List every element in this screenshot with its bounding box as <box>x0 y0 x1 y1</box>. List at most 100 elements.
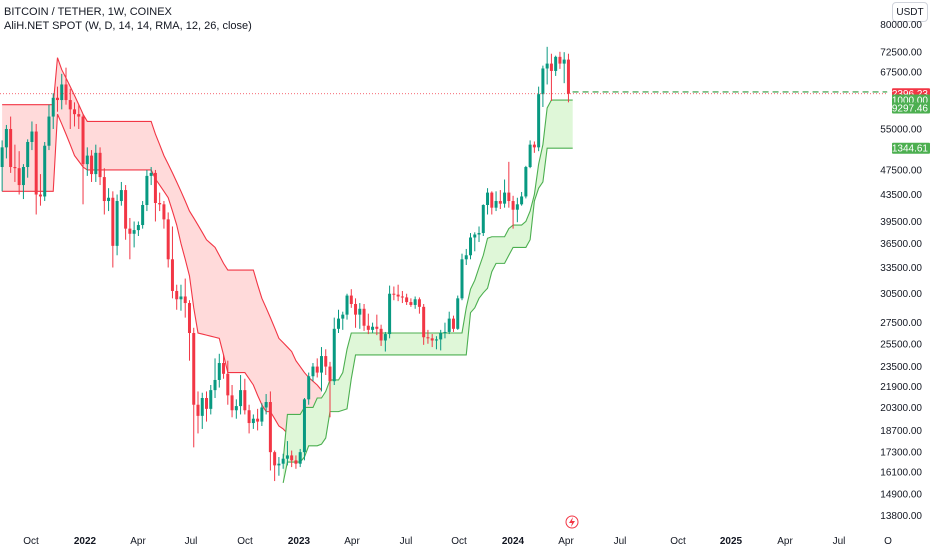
candle-body <box>345 295 349 315</box>
candle-body <box>192 333 196 405</box>
bands-layer <box>2 57 573 483</box>
time-axis[interactable]: Oct 2022 Apr Jul Oct 2023 Apr Jul Oct 2024 Apr Jul O… <box>23 536 892 547</box>
candle-body <box>358 308 362 315</box>
candle-body <box>256 418 260 422</box>
candle-body <box>498 201 502 204</box>
candle-body <box>307 376 311 400</box>
candle-body <box>434 339 438 341</box>
candle-body <box>426 337 430 339</box>
candle-body <box>486 192 490 205</box>
candle-body <box>473 234 477 238</box>
candle-body <box>124 190 128 229</box>
candle-body <box>111 197 115 246</box>
candle-body <box>392 293 396 295</box>
price-tick-label: 39500.00 <box>880 217 922 228</box>
time-tick-label: Oct <box>451 536 467 547</box>
time-tick-label: Jul <box>185 536 198 547</box>
candle-body <box>13 167 17 169</box>
candle-body <box>230 395 234 411</box>
candle-body <box>371 326 375 330</box>
candle-body <box>388 293 392 335</box>
candle-body <box>51 97 55 117</box>
candle-body <box>90 155 94 175</box>
candle-body <box>413 299 417 305</box>
candle-body <box>294 460 298 464</box>
candle-body <box>226 373 230 396</box>
candle-body <box>26 141 30 168</box>
price-axis: 80000.00 72500.00 67500.00 55000.00 47500.00… <box>880 20 930 522</box>
candle-body <box>383 334 387 341</box>
candle-body <box>558 56 562 64</box>
lightning-icon[interactable] <box>565 515 579 529</box>
candle-body <box>477 233 481 235</box>
candle-body <box>128 228 132 234</box>
candle-body <box>264 402 268 408</box>
candle-body <box>68 100 72 110</box>
time-tick-label: Apr <box>777 536 793 547</box>
candle-body <box>183 296 187 304</box>
candle-body <box>409 302 413 305</box>
candle-body <box>285 455 289 459</box>
candle-body <box>17 168 21 186</box>
candle-body <box>532 144 536 148</box>
time-tick-label: 2023 <box>288 536 311 547</box>
time-tick-label: Jul <box>400 536 413 547</box>
candle-body <box>94 152 98 175</box>
time-tick-label: Oct <box>237 536 253 547</box>
time-tick-label: 2022 <box>74 536 97 547</box>
price-tick-label: 43500.00 <box>880 190 922 201</box>
candle-body <box>21 167 25 186</box>
band-bottom-badge: 51344.61 <box>886 144 928 155</box>
candle-body <box>166 219 170 260</box>
candle-body <box>311 366 315 377</box>
candle-body <box>222 363 226 374</box>
red-band-fill <box>2 57 322 438</box>
candle-body <box>494 201 498 208</box>
candle-body <box>460 259 464 299</box>
candle-body <box>549 63 553 71</box>
candle-body <box>302 399 306 453</box>
candle-body <box>239 390 243 407</box>
candle-body <box>490 192 494 208</box>
candle-body <box>481 204 485 234</box>
price-tick-label: 30500.00 <box>880 289 922 300</box>
price-tick-label: 33500.00 <box>880 263 922 274</box>
candle-body <box>354 303 358 315</box>
candle-body <box>73 109 77 115</box>
time-tick-label: Jul <box>833 536 846 547</box>
candle-body <box>247 410 251 424</box>
candle-body <box>64 84 68 101</box>
currency-button[interactable]: USDT <box>892 2 928 22</box>
green-band-lower-line <box>282 147 573 483</box>
price-tick-label: 47500.00 <box>880 165 922 176</box>
candle-body <box>9 128 13 168</box>
candle-body <box>205 398 209 409</box>
candle-body <box>175 290 179 300</box>
candle-body <box>55 97 59 101</box>
candle-body <box>179 296 183 300</box>
time-tick-label: O <box>884 536 892 547</box>
candle-body <box>443 331 447 334</box>
candle-body <box>217 363 221 380</box>
candle-body <box>469 237 473 256</box>
band-lower-badge-bg <box>892 102 930 114</box>
chart-legend: BITCOIN / TETHER, 1W, COINEX AliH.NET SP… <box>4 5 252 33</box>
candle-body <box>251 418 255 424</box>
candle-body <box>524 167 528 197</box>
candle-body <box>422 306 426 338</box>
candle-body <box>566 59 570 94</box>
candle-body <box>451 318 455 329</box>
price-tick-label: 80000.00 <box>880 20 922 31</box>
candle-body <box>115 201 119 246</box>
lightning-icon-bolt <box>569 517 575 527</box>
candle-body <box>464 255 468 260</box>
candle-body <box>273 452 277 466</box>
candle-body <box>102 177 106 202</box>
candle-body <box>268 402 272 453</box>
candle-body <box>153 172 157 204</box>
candle-body <box>315 366 319 373</box>
candle-body <box>34 131 38 195</box>
candle-body <box>319 356 323 373</box>
candle-body <box>170 259 174 291</box>
